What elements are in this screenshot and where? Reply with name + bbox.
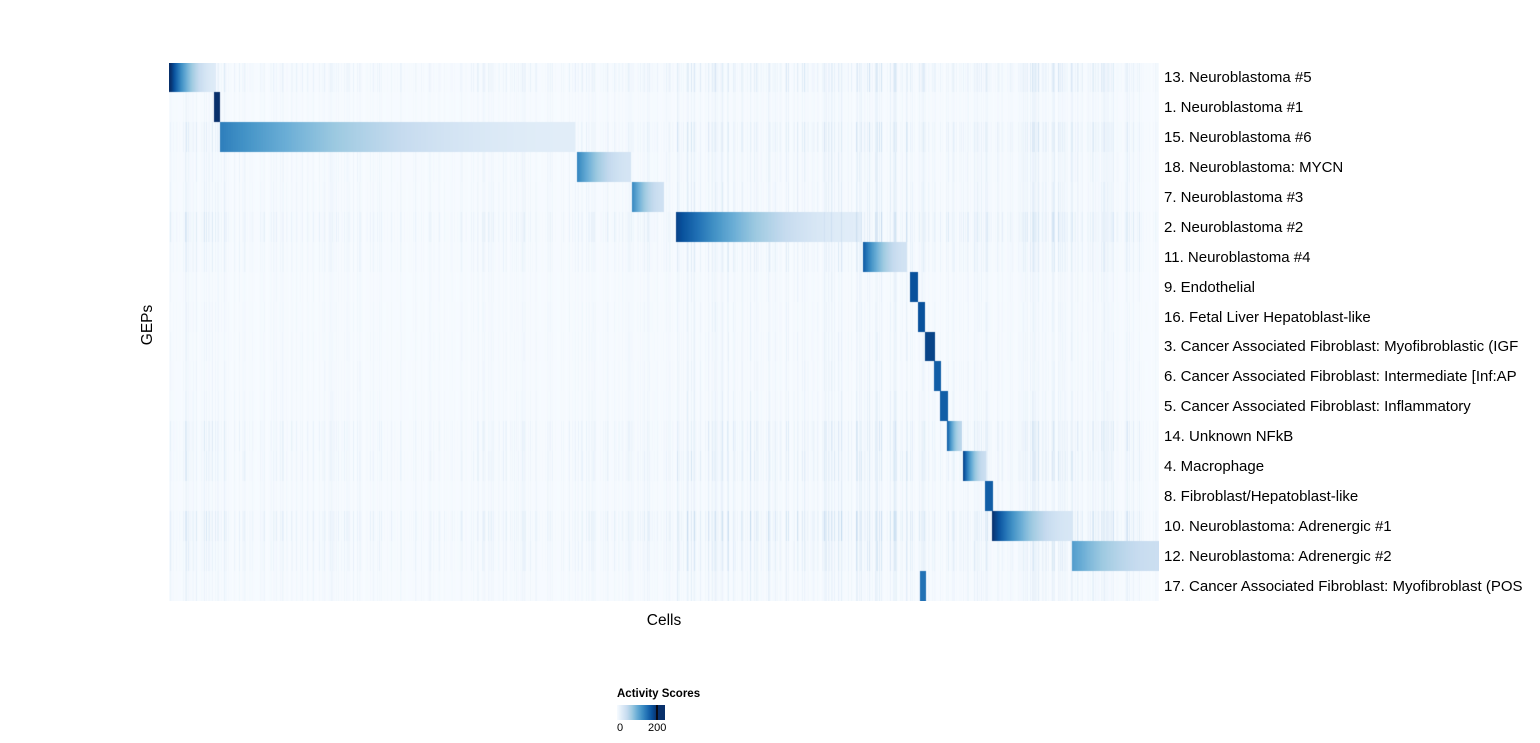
row-labels: 13. Neuroblastoma #5 1. Neuroblastoma #1 1… [1164, 63, 1540, 601]
x-axis-label: Cells [646, 612, 682, 629]
row-label: 7. Neuroblastoma #3 [1164, 189, 1304, 206]
legend-title: Activity Scores [617, 688, 701, 700]
row-label: 5. Cancer Associated Fibroblast: Inflamm… [1164, 398, 1471, 416]
heatmap-canvas [169, 63, 1159, 601]
row-label: 4. Macrophage [1164, 458, 1265, 475]
row-label: 12. Neuroblastoma: Adrenergic #2 [1164, 547, 1392, 565]
row-label: 3. Cancer Associated Fibroblast: Myofibr… [1164, 338, 1519, 356]
row-label: 9. Endothelial [1164, 278, 1255, 296]
legend-tick-max: 200 [648, 722, 667, 734]
row-label: 6. Cancer Associated Fibroblast: Interme… [1164, 368, 1517, 386]
legend: Activity Scores 0 200 [617, 688, 737, 734]
row-label: 8. Fibroblast/Hepatoblast-like [1164, 487, 1359, 505]
legend-tick-min: 0 [617, 722, 624, 734]
row-label: 2. Neuroblastoma #2 [1164, 218, 1304, 236]
legend-gradient-bar [617, 705, 665, 720]
row-label: 1. Neuroblastoma #1 [1164, 99, 1304, 117]
row-label: 10. Neuroblastoma: Adrenergic #1 [1164, 517, 1392, 535]
row-label: 11. Neuroblastoma #4 [1164, 248, 1311, 266]
row-label: 13. Neuroblastoma #5 [1164, 69, 1312, 87]
y-axis-label: GEPs [139, 304, 156, 346]
row-label: 18. Neuroblastoma: MYCN [1164, 159, 1344, 177]
row-label: 14. Unknown NFkB [1164, 428, 1294, 446]
legend-max-tick-mark [655, 705, 658, 720]
row-label: 16. Fetal Liver Hepatoblast-like [1164, 308, 1371, 326]
row-label: 15. Neuroblastoma #6 [1164, 129, 1312, 147]
row-label: 17. Cancer Associated Fibroblast: Myofib… [1164, 577, 1523, 595]
legend-ticks: 0 200 [617, 722, 677, 734]
